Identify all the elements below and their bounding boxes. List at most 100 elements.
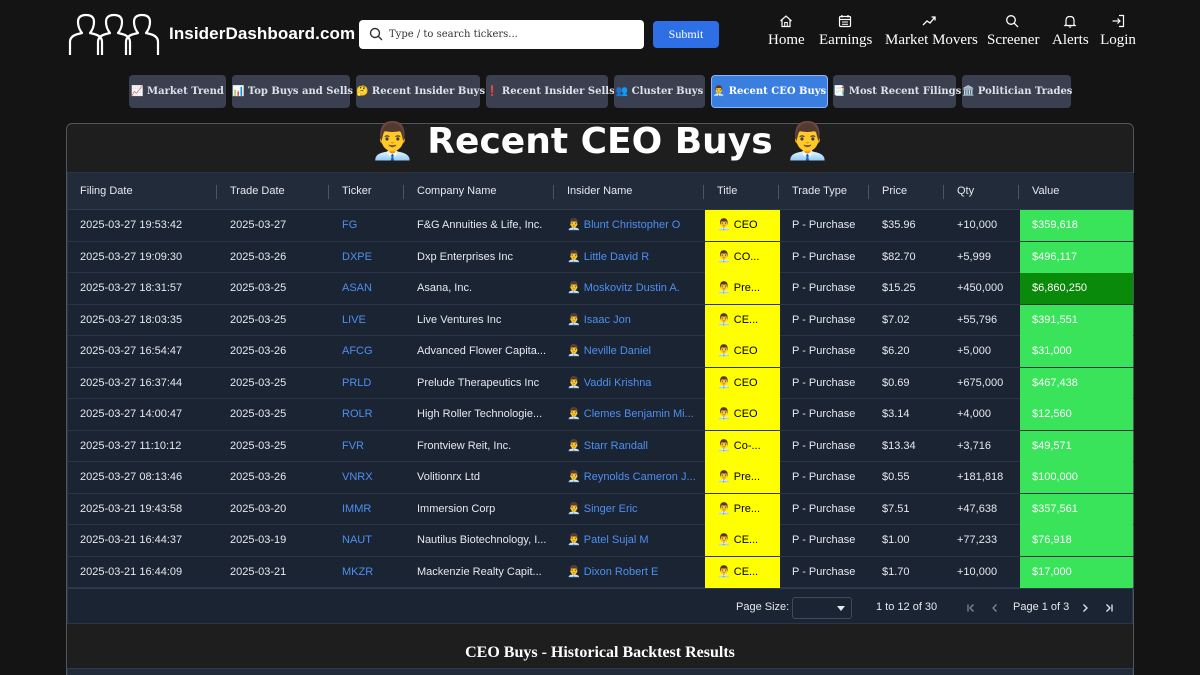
previous-page-icon[interactable] (988, 601, 1002, 615)
tab-recent-insider-buys[interactable]: 🤔 Recent Insider Buys (356, 75, 485, 108)
cell-insider-name[interactable]: 👨‍💼 Dixon Robert E (567, 565, 659, 578)
nav-label: Screener (987, 32, 1040, 48)
cell-trade-type: P - Purchase (792, 219, 856, 231)
col-title[interactable]: Title (717, 185, 738, 197)
brand-name[interactable]: InsiderDashboard.com (169, 24, 356, 43)
cell-ticker[interactable]: DXPE (342, 250, 372, 263)
cell-ticker[interactable]: IMMR (342, 502, 372, 515)
cell-company-name: Dxp Enterprises Inc (417, 250, 513, 263)
page-size-label: Page Size: (736, 601, 790, 613)
cell-qty: +3,716 (957, 439, 991, 452)
cell-ticker[interactable]: LIVE (342, 313, 366, 326)
col-trade-date[interactable]: Trade Date (230, 185, 285, 197)
calendar-icon (838, 15, 852, 28)
cell-company-name: Live Ventures Inc (417, 313, 502, 326)
cell-insider-name[interactable]: 👨‍💼 Isaac Jon (567, 313, 631, 326)
cell-title: 👨‍💼 CE... (705, 525, 780, 556)
logo-people-icon[interactable] (68, 12, 160, 56)
cell-qty: +675,000 (957, 376, 1004, 389)
cell-qty: +5,999 (957, 250, 991, 263)
col-insider-name[interactable]: Insider Name (567, 185, 633, 197)
table-row: 2025-03-27 19:53:42 2025-03-27 FG F&G Annui… (68, 210, 1134, 242)
cell-ticker[interactable]: NAUT (342, 534, 372, 546)
cell-title: 👨‍💼 Pre... (705, 493, 780, 525)
col-value[interactable]: Value (1032, 185, 1060, 197)
cell-insider-name[interactable]: 👨‍💼 Patel Sujal M (567, 534, 649, 546)
cell-trade-type: P - Purchase (792, 565, 856, 578)
cell-insider-name[interactable]: 👨‍💼 Neville Daniel (567, 345, 652, 357)
col-qty[interactable]: Qty (957, 185, 975, 197)
cell-ticker[interactable]: FVR (342, 439, 364, 452)
cell-trade-type: P - Purchase (792, 439, 856, 452)
cell-ticker[interactable]: ROLR (342, 408, 373, 420)
nav-market-movers[interactable]: Market Movers (885, 14, 978, 49)
table-row: 2025-03-27 18:03:35 2025-03-25 LIVE Live Ve… (68, 304, 1134, 336)
cell-value: $357,561 (1020, 493, 1133, 525)
cell-company-name: Nautilus Biotechnology, I... (417, 534, 547, 546)
cell-trade-date: 2025-03-20 (230, 502, 287, 515)
cell-ticker[interactable]: ASAN (342, 282, 372, 294)
cell-title: 👨‍💼 CEO (705, 367, 780, 399)
cell-trade-date: 2025-03-25 (230, 313, 287, 326)
tab-recent-insider-sells[interactable]: ❗ Recent Insider Sells (486, 75, 615, 108)
nav-screener[interactable]: Screener (987, 14, 1040, 49)
cell-insider-name[interactable]: 👨‍💼 Reynolds Cameron J... (567, 471, 696, 483)
tab-market-trend[interactable]: 📈 Market Trend (129, 75, 226, 108)
tab-top-buys-sells[interactable]: 📊 Top Buys and Sells (232, 75, 353, 108)
tab-most-recent-filings[interactable]: 📑 Most Recent Filings (833, 75, 961, 108)
cell-trade-type: P - Purchase (792, 313, 856, 326)
site-header: InsiderDashboard.com Submit Home Earning… (0, 0, 1200, 70)
cell-insider-name[interactable]: 👨‍💼 Starr Randall (567, 439, 648, 452)
page-size-select[interactable] (792, 597, 852, 619)
tab-cluster-buys[interactable]: 👥 Cluster Buys (614, 75, 705, 108)
nav-label: Login (1100, 32, 1136, 48)
cell-company-name: Prelude Therapeutics Inc (417, 376, 540, 389)
col-ticker[interactable]: Ticker (342, 185, 372, 197)
col-company-name[interactable]: Company Name (417, 185, 497, 197)
cell-ticker[interactable]: VNRX (342, 471, 373, 483)
cell-ticker[interactable]: AFCG (342, 345, 373, 357)
col-price[interactable]: Price (882, 185, 908, 197)
cell-ticker[interactable]: PRLD (342, 376, 372, 389)
cell-trade-type: P - Purchase (792, 471, 856, 483)
cell-trade-type: P - Purchase (792, 345, 856, 357)
table-row: 2025-03-27 16:37:44 2025-03-25 PRLD Prelude… (68, 367, 1134, 399)
cell-qty: +450,000 (957, 282, 1004, 294)
trending-up-icon (922, 16, 936, 26)
cell-title: 👨‍💼 CE... (705, 556, 780, 588)
table-row: 2025-03-27 18:31:57 2025-03-25 ASAN Asana, … (68, 273, 1134, 305)
page-indicator: Page 1 of 3 (1013, 601, 1070, 613)
nav-home[interactable]: Home (768, 14, 805, 49)
tab-recent-ceo-buys[interactable]: 👨‍💼 Recent CEO Buys (711, 75, 828, 108)
cell-ticker[interactable]: MKZR (342, 565, 374, 578)
cell-insider-name[interactable]: 👨‍💼 Blunt Christopher O (567, 219, 681, 231)
cell-insider-name[interactable]: 👨‍💼 Moskovitz Dustin A. (567, 282, 680, 294)
nav-login[interactable]: Login (1100, 14, 1136, 49)
ticker-search[interactable] (359, 20, 644, 49)
col-trade-type[interactable]: Trade Type (792, 185, 848, 197)
cell-trade-type: P - Purchase (792, 534, 856, 546)
cell-company-name: Volitionrx Ltd (417, 471, 480, 483)
cell-title: 👨‍💼 CE... (705, 304, 780, 336)
next-page-icon[interactable] (1078, 601, 1092, 615)
nav-alerts[interactable]: Alerts (1052, 14, 1089, 49)
cell-trade-date: 2025-03-25 (230, 376, 287, 389)
table-row: 2025-03-27 08:13:46 2025-03-26 VNRX Volitio… (68, 462, 1134, 494)
cell-insider-name[interactable]: 👨‍💼 Little David R (567, 250, 650, 263)
cell-insider-name[interactable]: 👨‍💼 Singer Eric (567, 502, 638, 515)
search-input[interactable] (389, 24, 637, 45)
tab-politician-trades[interactable]: 🏛️ Politician Trades (962, 75, 1072, 108)
last-page-icon[interactable] (1102, 601, 1116, 615)
cell-ticker[interactable]: FG (342, 219, 358, 231)
cell-price: $6.20 (882, 345, 910, 357)
cell-price: $82.70 (882, 250, 916, 263)
col-filing-date[interactable]: Filing Date (80, 185, 133, 197)
first-page-icon[interactable] (964, 601, 978, 615)
submit-button[interactable]: Submit (653, 21, 719, 48)
nav-earnings[interactable]: Earnings (819, 14, 872, 49)
cell-insider-name[interactable]: 👨‍💼 Clemes Benjamin Mi... (567, 408, 694, 420)
cell-insider-name[interactable]: 👨‍💼 Vaddi Krishna (567, 376, 652, 389)
cell-value: $496,117 (1020, 241, 1133, 273)
page-title: 👨‍💼 Recent CEO Buys 👨‍💼 (369, 121, 831, 162)
bell-icon (1063, 15, 1077, 28)
